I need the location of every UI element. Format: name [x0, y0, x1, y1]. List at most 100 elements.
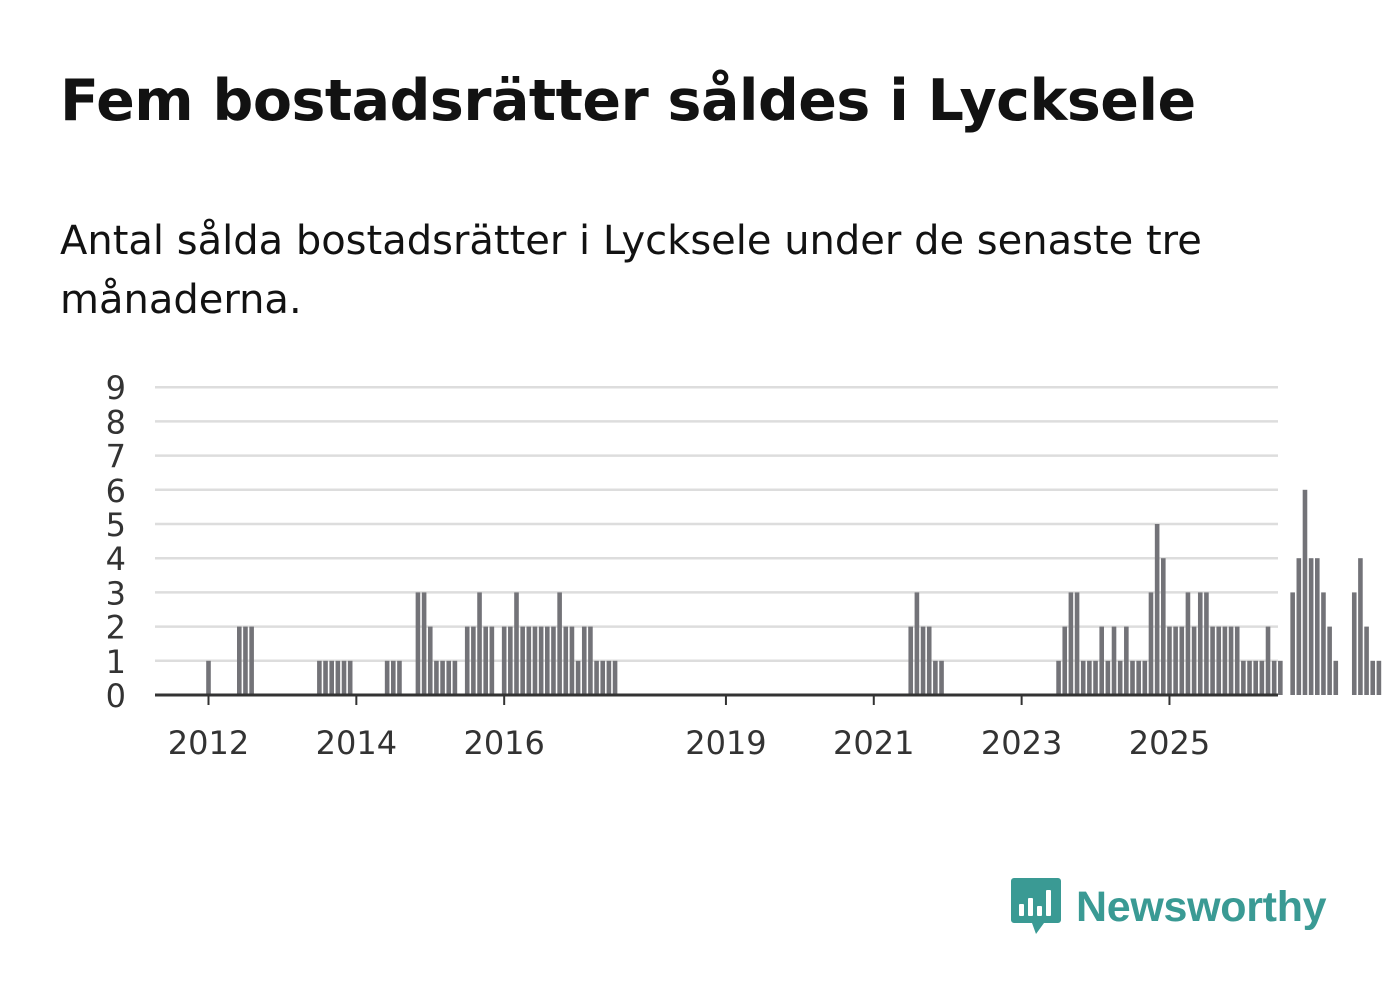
bar: [1191, 626, 1197, 695]
bar: [1117, 660, 1123, 695]
bar: [1105, 660, 1111, 695]
x-tick-label: 2016: [463, 724, 544, 762]
bar: [606, 660, 612, 695]
bar: [569, 626, 575, 695]
y-tick-label: 0: [106, 677, 126, 715]
bar: [551, 626, 556, 695]
bar: [464, 626, 470, 695]
bars: [206, 489, 1382, 695]
x-tick-label: 2021: [833, 724, 914, 762]
y-tick-label: 7: [106, 438, 126, 476]
bar: [237, 626, 242, 695]
bar: [1068, 592, 1074, 695]
bar: [1247, 660, 1252, 695]
x-tick-label: 2025: [1129, 724, 1210, 762]
bar: [908, 626, 914, 695]
bar: [1370, 660, 1376, 695]
bar: [1241, 660, 1246, 695]
newsworthy-logo-icon: [1011, 878, 1061, 934]
chart-subtitle: Antal sålda bostadsrätter i Lycksele und…: [60, 218, 1202, 323]
bar: [588, 626, 593, 695]
x-tick-label: 2012: [168, 724, 249, 762]
bar: [323, 660, 328, 695]
y-tick-label: 5: [106, 506, 126, 544]
bar: [501, 626, 507, 695]
bar: [477, 592, 482, 695]
newsworthy-logo-text: Newsworthy: [1076, 882, 1327, 931]
bar: [914, 592, 920, 695]
bar: [1253, 660, 1258, 695]
bar: [397, 660, 402, 695]
bar: [1124, 626, 1129, 695]
bar: [1290, 592, 1295, 695]
bar: [1136, 660, 1141, 695]
bar: [489, 626, 495, 695]
bar: [1364, 626, 1369, 695]
y-tick-label: 8: [106, 403, 126, 441]
bar: [1259, 660, 1265, 695]
bar: [1234, 626, 1240, 695]
bar: [446, 660, 452, 695]
bar: [1302, 489, 1308, 695]
bar: [1358, 558, 1363, 695]
bar: [1204, 592, 1209, 695]
bar: [1321, 592, 1326, 695]
bar: [532, 626, 538, 695]
bar: [1351, 592, 1357, 695]
bar: [243, 626, 248, 695]
bar: [384, 660, 390, 695]
x-tick-label: 2023: [981, 724, 1062, 762]
bar: [545, 626, 550, 695]
newsworthy-logo: Newsworthy: [1010, 876, 1327, 938]
bar: [1197, 592, 1203, 695]
bar: [335, 660, 341, 695]
bar: [1308, 558, 1314, 695]
bar: [1271, 660, 1277, 695]
bar: [317, 660, 322, 695]
bar: [1315, 558, 1320, 695]
bar: [421, 592, 427, 695]
bar: [526, 626, 532, 695]
bar: [1167, 626, 1172, 695]
bar: [920, 626, 926, 695]
bar: [1333, 660, 1339, 695]
bar: [1062, 626, 1068, 695]
x-tick-label: 2014: [316, 724, 397, 762]
bar: [612, 660, 618, 695]
bar: [1154, 524, 1160, 695]
bar: [1080, 660, 1086, 695]
bar: [1228, 626, 1234, 695]
bar: [1161, 558, 1166, 695]
bar: [440, 660, 445, 695]
y-tick-label: 4: [106, 540, 126, 578]
bar: [1148, 592, 1154, 695]
bar: [483, 626, 488, 695]
bar: [1074, 592, 1080, 695]
bar: [1210, 626, 1215, 695]
bar: [520, 626, 525, 695]
bar: [1222, 626, 1228, 695]
bar: [434, 660, 439, 695]
bar: [563, 626, 569, 695]
bar: [1056, 660, 1061, 695]
bar: [1111, 626, 1117, 695]
bar: [508, 626, 513, 695]
bar: [249, 626, 254, 695]
bar: [1173, 626, 1178, 695]
bar: [1087, 660, 1092, 695]
bar: [1278, 660, 1283, 695]
bar: [1327, 626, 1332, 695]
y-tick-label: 3: [106, 574, 126, 612]
bar: [600, 660, 606, 695]
bar: [1179, 626, 1185, 695]
bar: [1376, 660, 1382, 695]
bar: [933, 660, 938, 695]
bar: [1185, 592, 1191, 695]
x-axis-ticks: 2012 2014 2016 2019 2021 2023 2025: [168, 695, 1210, 762]
y-tick-label: 9: [106, 369, 126, 407]
bar: [939, 660, 944, 695]
bar: [557, 592, 562, 695]
bar: [1296, 558, 1302, 695]
chart-title: Fem bostadsrätter såldes i Lycksele: [60, 68, 1196, 134]
